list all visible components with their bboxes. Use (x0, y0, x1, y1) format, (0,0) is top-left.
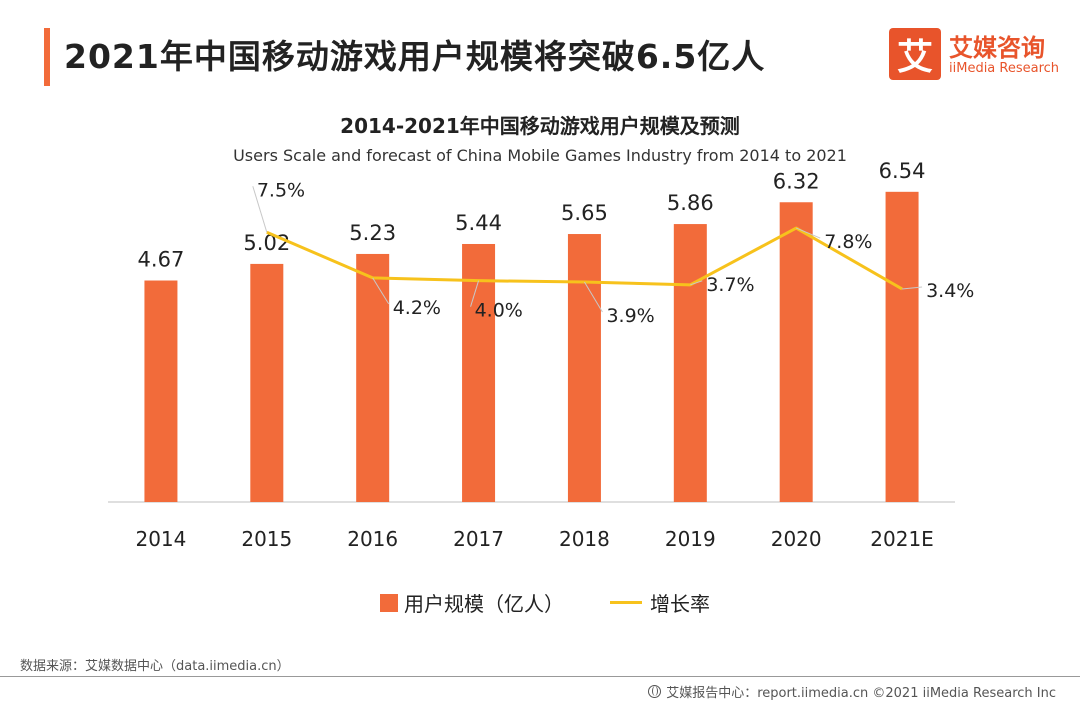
legend-line-swatch (610, 601, 642, 604)
iimedia-logo: 艾 艾媒咨询 iiMedia Research (889, 28, 1064, 80)
bar-value-label: 5.65 (561, 201, 608, 225)
growth-leader-line (690, 280, 703, 286)
growth-value-label: 3.4% (926, 280, 974, 302)
bar-2016 (356, 253, 390, 502)
growth-leader-line (795, 227, 821, 239)
bar-2018 (567, 234, 601, 502)
growth-leader-line (902, 286, 923, 290)
title-accent-bar (44, 28, 50, 86)
page-title: 2021年中国移动游戏用户规模将突破6.5亿人 (64, 37, 766, 76)
growth-value-label: 3.9% (606, 305, 654, 327)
globe-icon (648, 685, 662, 698)
x-tick-label: 2014 (135, 527, 186, 551)
bar-2017 (462, 243, 496, 502)
growth-value-label: 4.2% (393, 297, 441, 319)
growth-leader-line (584, 281, 603, 313)
legend-item-growth: 增长率 (610, 588, 710, 617)
bar-2019 (673, 224, 707, 502)
growth-value-label: 3.7% (706, 274, 754, 296)
x-tick-label: 2016 (347, 527, 398, 551)
footer-text: 艾媒报告中心：report.iimedia.cn ©2021 iiMedia R… (666, 686, 1056, 701)
bar-value-label: 6.54 (879, 159, 926, 183)
logo-name-en: iiMedia Research (949, 61, 1060, 76)
growth-leader-line (470, 280, 480, 307)
bar-value-label: 5.23 (349, 221, 396, 245)
x-tick-label: 2018 (559, 527, 610, 551)
growth-value-label: 7.8% (824, 231, 872, 253)
chart-legend: 用户规模（亿人） 增长率 (0, 588, 1080, 618)
legend-item-users: 用户规模（亿人） (380, 588, 564, 617)
bar-value-label: 6.32 (773, 169, 820, 193)
growth-leader-line (252, 186, 268, 233)
legend-label-users: 用户规模（亿人） (404, 592, 564, 616)
bar-2021E (885, 191, 919, 502)
bar-value-label: 5.44 (455, 211, 502, 235)
bar-value-label: 5.86 (667, 191, 714, 215)
bar-2020 (779, 202, 813, 502)
legend-bar-swatch (380, 593, 398, 612)
growth-value-label: 7.5% (257, 179, 305, 201)
bar-value-label: 5.02 (243, 231, 290, 255)
legend-label-growth: 增长率 (650, 592, 710, 616)
bar-2014 (144, 280, 178, 502)
footer-divider (0, 676, 1080, 677)
x-tick-label: 2017 (453, 527, 504, 551)
data-source: 数据来源：艾媒数据中心（data.iimedia.cn） (20, 659, 290, 674)
x-tick-label: 2015 (241, 527, 292, 551)
x-tick-label: 2019 (665, 527, 716, 551)
chart-subtitle: Users Scale and forecast of China Mobile… (233, 146, 847, 165)
bar-2015 (250, 263, 284, 502)
x-tick-label: 2020 (771, 527, 822, 551)
footer: 艾媒报告中心：report.iimedia.cn ©2021 iiMedia R… (648, 682, 1056, 701)
logo-mark-icon: 艾 (889, 28, 941, 80)
growth-value-label: 4.0% (475, 300, 523, 322)
logo-name-cn: 艾媒咨询 (949, 34, 1045, 62)
growth-leader-line (372, 277, 390, 305)
bar-value-label: 4.67 (138, 248, 185, 272)
chart-title: 2014-2021年中国移动游戏用户规模及预测 (340, 114, 740, 138)
x-tick-label: 2021E (870, 527, 934, 551)
